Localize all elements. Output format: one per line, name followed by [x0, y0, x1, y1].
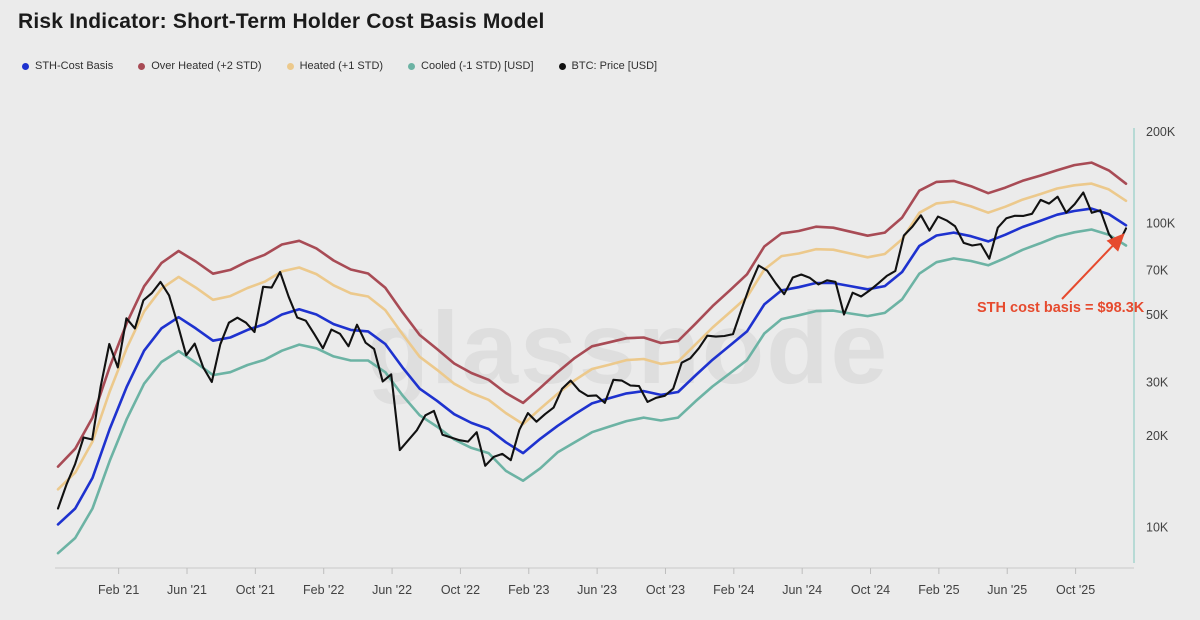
x-axis-label: Feb '25	[918, 583, 959, 597]
y-axis-label: 200K	[1146, 125, 1176, 139]
legend-dot-icon	[408, 62, 416, 70]
x-axis-label: Oct '22	[441, 583, 480, 597]
x-axis-label: Feb '24	[713, 583, 754, 597]
legend-item-label: STH-Cost Basis	[35, 60, 114, 72]
series-line-heated-1-std	[56, 182, 1128, 491]
y-axis-label: 20K	[1146, 429, 1169, 443]
legend-dot-icon	[286, 62, 294, 70]
page-title: Risk Indicator: Short-Term Holder Cost B…	[18, 10, 545, 33]
x-axis-label: Jun '21	[167, 583, 207, 597]
x-axis-label: Jun '25	[987, 583, 1027, 597]
x-axis-label: Oct '24	[851, 583, 890, 597]
legend-item-heated-1-std[interactable]: Heated (+1 STD)	[286, 60, 384, 72]
annotation-arrow	[1061, 233, 1125, 300]
y-axis-label: 10K	[1146, 521, 1169, 535]
legend-item-btc-price-usd[interactable]: BTC: Price [USD]	[558, 60, 658, 72]
y-axis-label: 30K	[1146, 375, 1169, 389]
legend-item-cooled-1-std-usd[interactable]: Cooled (-1 STD) [USD]	[408, 60, 534, 72]
legend-dot-icon	[138, 62, 146, 70]
x-axis-label: Jun '22	[372, 583, 412, 597]
x-axis-label: Jun '23	[577, 583, 617, 597]
series-line-btc-price-usd	[56, 191, 1128, 510]
x-axis-label: Oct '25	[1056, 583, 1095, 597]
legend-dot-icon	[558, 62, 566, 70]
legend-item-label: Cooled (-1 STD) [USD]	[421, 60, 534, 72]
legend-item-label: Heated (+1 STD)	[299, 60, 384, 72]
legend-dot-icon	[22, 62, 29, 70]
series-line-sth-cost-basis	[56, 207, 1128, 526]
x-axis-label: Oct '21	[236, 583, 275, 597]
legend-item-label: Over Heated (+2 STD)	[151, 60, 262, 72]
legend-item-sth-cost-basis[interactable]: STH-Cost Basis	[22, 60, 113, 72]
y-axis-label: 50K	[1146, 308, 1169, 322]
plot-area[interactable]	[55, 112, 1134, 568]
legend-item-over-heated-2-std[interactable]: Over Heated (+2 STD)	[138, 60, 262, 72]
x-axis-label: Jun '24	[782, 583, 822, 597]
y-axis-label: 100K	[1146, 217, 1176, 231]
series-line-over-heated-2-std	[56, 161, 1128, 468]
y-axis-label: 70K	[1146, 264, 1169, 278]
series-line-cooled-1-std-usd	[56, 228, 1128, 555]
chart-legend: STH-Cost Basis Over Heated (+2 STD) Heated…	[22, 60, 657, 72]
x-axis-label: Oct '23	[646, 583, 685, 597]
x-axis-label: Feb '21	[98, 583, 139, 597]
legend-item-label: BTC: Price [USD]	[571, 60, 658, 72]
x-axis-label: Feb '23	[508, 583, 549, 597]
x-axis-label: Feb '22	[303, 583, 344, 597]
sth-cost-basis-annotation: STH cost basis = $98.3K	[977, 300, 1145, 316]
glassnode-watermark: glassnode	[367, 291, 889, 405]
